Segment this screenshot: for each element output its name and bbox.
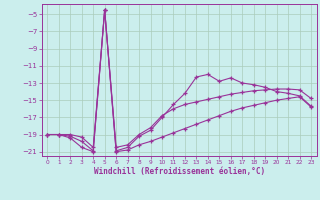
X-axis label: Windchill (Refroidissement éolien,°C): Windchill (Refroidissement éolien,°C) [94,167,265,176]
